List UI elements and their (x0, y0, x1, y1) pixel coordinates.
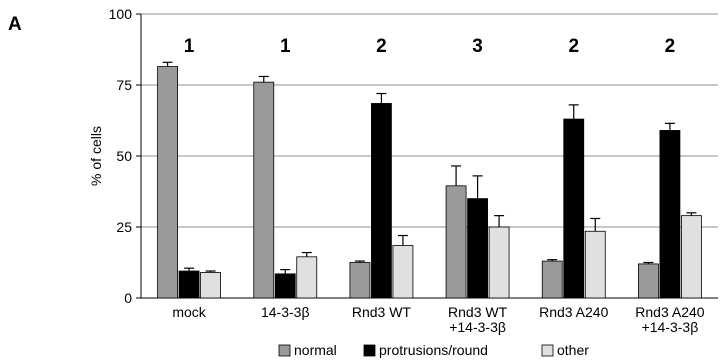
y-tick-label: 100 (109, 6, 133, 22)
legend-swatch (278, 344, 291, 357)
group-label: 2 (568, 36, 579, 57)
y-tick-label: 75 (116, 77, 132, 93)
panel-label: A (8, 14, 22, 35)
legend: normal protrusions/round other (278, 342, 589, 358)
category-label: mock (172, 304, 206, 320)
category-label: 14-3-3β (261, 304, 310, 320)
y-tick-label: 25 (116, 219, 132, 235)
bar-normal (349, 262, 371, 299)
group-label: 1 (184, 36, 195, 57)
bar-protrusions-round (274, 273, 296, 299)
bar-other (392, 245, 414, 299)
y-ticks: 0 25 50 75 100 (109, 6, 141, 306)
y-tick-label: 50 (116, 148, 132, 164)
bar-protrusions-round (563, 118, 585, 299)
y-axis-label: % of cells (88, 126, 104, 186)
legend-label: other (557, 342, 589, 358)
bar-protrusions-round (178, 270, 200, 299)
group-label: 2 (665, 36, 676, 57)
category-label: Rnd3 WT (352, 304, 412, 320)
category-label: +14-3-3β (642, 319, 699, 335)
legend-swatch (541, 344, 554, 357)
bar-normal (541, 260, 563, 299)
group-label: 1 (280, 36, 291, 57)
bar-normal (445, 185, 467, 299)
legend-swatch (363, 344, 376, 357)
category-label: Rnd3 A240 (539, 304, 608, 320)
bar-other (200, 272, 221, 299)
bar-normal (157, 66, 178, 299)
bar-protrusions-round (371, 103, 392, 299)
category-label: +14-3-3β (449, 319, 506, 335)
bar-other (681, 215, 702, 299)
bar-protrusions-round (659, 130, 681, 299)
gridlines (141, 13, 718, 228)
bar-other (296, 256, 318, 299)
bar-other (488, 226, 510, 299)
category-label: Rnd3 WT (448, 304, 508, 320)
category-label: Rnd3 A240 (635, 304, 704, 320)
bar-normal (253, 81, 275, 299)
y-tick-label: 0 (124, 290, 132, 306)
group-labels: 1 1 2 3 2 2 (184, 36, 675, 57)
group-label: 2 (376, 36, 387, 57)
bar-protrusions-round (467, 198, 488, 299)
legend-label: normal (294, 342, 337, 358)
legend-label: protrusions/round (379, 342, 488, 358)
error-bars (162, 61, 697, 274)
group-label: 3 (472, 36, 483, 57)
bar-normal (638, 263, 659, 299)
bar-other (584, 230, 606, 299)
bars (157, 66, 702, 299)
